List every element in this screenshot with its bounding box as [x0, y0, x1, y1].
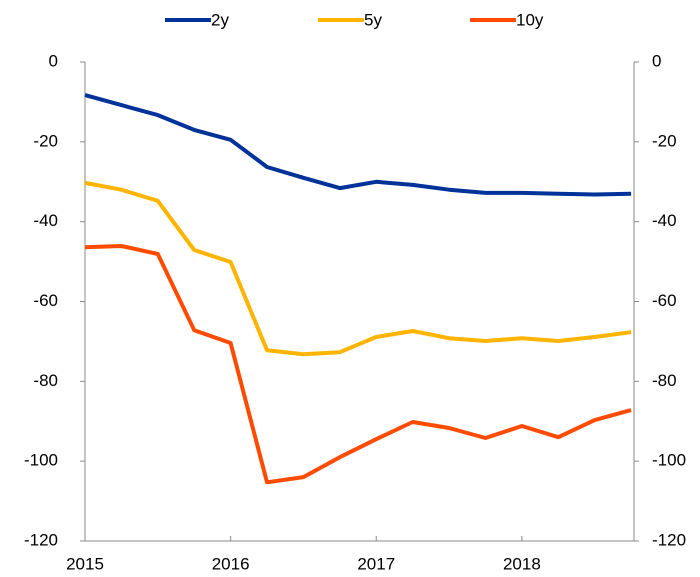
y2-tick-label: -20: [652, 131, 677, 150]
y-tick-label: 0: [49, 51, 58, 70]
y-tick-label: -60: [33, 291, 58, 310]
y2-tick-label: -100: [652, 451, 686, 470]
y-tick-label: -80: [33, 371, 58, 390]
x-tick-label: 2017: [357, 554, 395, 573]
y2-tick-label: -40: [652, 211, 677, 230]
y2-tick-label: 0: [652, 51, 661, 70]
x-tick-label: 2015: [66, 554, 104, 573]
y2-tick-label: -60: [652, 291, 677, 310]
legend-label: 5y: [364, 10, 382, 29]
series-line: [84, 93, 632, 197]
y-tick-label: -20: [33, 131, 58, 150]
y-tick-label: -40: [33, 211, 58, 230]
x-tick-label: 2018: [503, 554, 541, 573]
x-tick-label: 2016: [212, 554, 250, 573]
y2-tick-label: -120: [652, 530, 686, 549]
y-tick-label: -100: [24, 451, 58, 470]
legend-label: 2y: [211, 10, 229, 29]
y2-tick-label: -80: [652, 371, 677, 390]
legend-label: 10y: [516, 10, 544, 29]
series-line: [84, 244, 632, 485]
series-line: [84, 180, 632, 357]
y-tick-label: -120: [24, 530, 58, 549]
